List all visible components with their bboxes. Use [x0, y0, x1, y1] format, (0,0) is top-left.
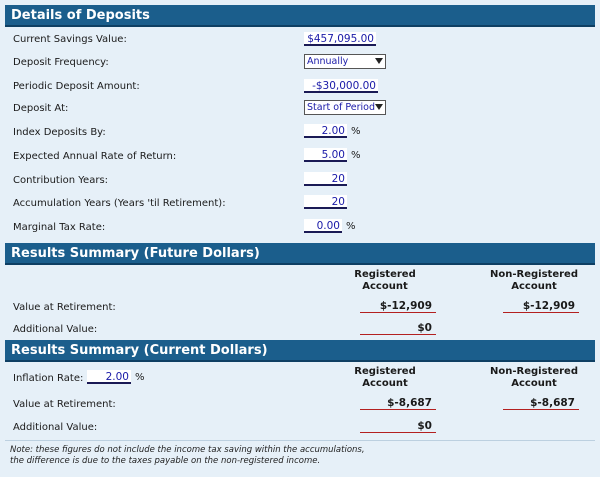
current-savings-label: Current Savings Value: — [13, 34, 127, 45]
future-col-nonregistered: Non-Registered Account — [490, 269, 578, 292]
disclaimer-note: Note: these figures do not include the i… — [10, 445, 365, 467]
future-additional-label: Additional Value: — [13, 324, 98, 335]
deposits-header: Details of Deposits — [5, 5, 595, 27]
future-value-nonregistered: $-12,909 — [503, 299, 579, 313]
marginal-tax-label: Marginal Tax Rate: — [13, 222, 106, 233]
deposit-at-select[interactable]: Start of Period — [304, 100, 386, 115]
deposit-at-label: Deposit At: — [13, 103, 69, 114]
future-additional-registered: $0 — [360, 321, 436, 335]
marginal-tax-unit: % — [346, 221, 356, 232]
current-additional-label: Additional Value: — [13, 422, 98, 433]
inflation-rate-input[interactable]: 2.00 — [87, 370, 131, 384]
deposit-frequency-select[interactable]: Annually — [304, 54, 386, 69]
note-line-1: Note: these figures do not include the i… — [10, 445, 365, 455]
contribution-years-input[interactable]: 20 — [304, 172, 347, 186]
future-value-label: Value at Retirement: — [13, 302, 116, 313]
index-deposits-unit: % — [351, 126, 361, 137]
future-col-registered: Registered Account — [354, 269, 416, 292]
current-additional-registered: $0 — [360, 419, 436, 433]
current-value-label: Value at Retirement: — [13, 399, 116, 410]
current-value-nonregistered: $-8,687 — [503, 396, 579, 410]
future-value-registered: $-12,909 — [360, 299, 436, 313]
contribution-years-label: Contribution Years: — [13, 175, 109, 186]
chevron-down-icon — [375, 104, 383, 110]
current-value-registered: $-8,687 — [360, 396, 436, 410]
inflation-rate-label: Inflation Rate: — [13, 373, 84, 384]
periodic-deposit-input[interactable]: -$30,000.00 — [304, 79, 378, 93]
marginal-tax-input[interactable]: 0.00 — [304, 219, 342, 233]
current-results-header: Results Summary (Current Dollars) — [5, 340, 595, 362]
deposit-frequency-value: Annually — [307, 56, 349, 67]
current-savings-input[interactable]: $457,095.00 — [304, 32, 376, 46]
chevron-down-icon — [375, 58, 383, 64]
accumulation-years-input[interactable]: 20 — [304, 195, 347, 209]
current-col-nonregistered: Non-Registered Account — [490, 366, 578, 389]
note-line-2: the difference is due to the taxes payab… — [10, 456, 321, 466]
accumulation-years-label: Accumulation Years (Years 'til Retiremen… — [13, 198, 226, 209]
calculator-panel: Details of Deposits Current Savings Valu… — [5, 5, 595, 472]
current-col-registered: Registered Account — [354, 366, 416, 389]
deposit-frequency-label: Deposit Frequency: — [13, 57, 109, 68]
periodic-deposit-label: Periodic Deposit Amount: — [13, 81, 140, 92]
annual-return-unit: % — [351, 150, 361, 161]
index-deposits-label: Index Deposits By: — [13, 127, 106, 138]
index-deposits-input[interactable]: 2.00 — [304, 124, 347, 138]
future-results-header: Results Summary (Future Dollars) — [5, 243, 595, 265]
inflation-rate-unit: % — [135, 372, 145, 383]
annual-return-input[interactable]: 5.00 — [304, 148, 347, 162]
deposit-at-value: Start of Period — [307, 102, 376, 113]
note-divider — [5, 440, 595, 441]
annual-return-label: Expected Annual Rate of Return: — [13, 151, 177, 162]
